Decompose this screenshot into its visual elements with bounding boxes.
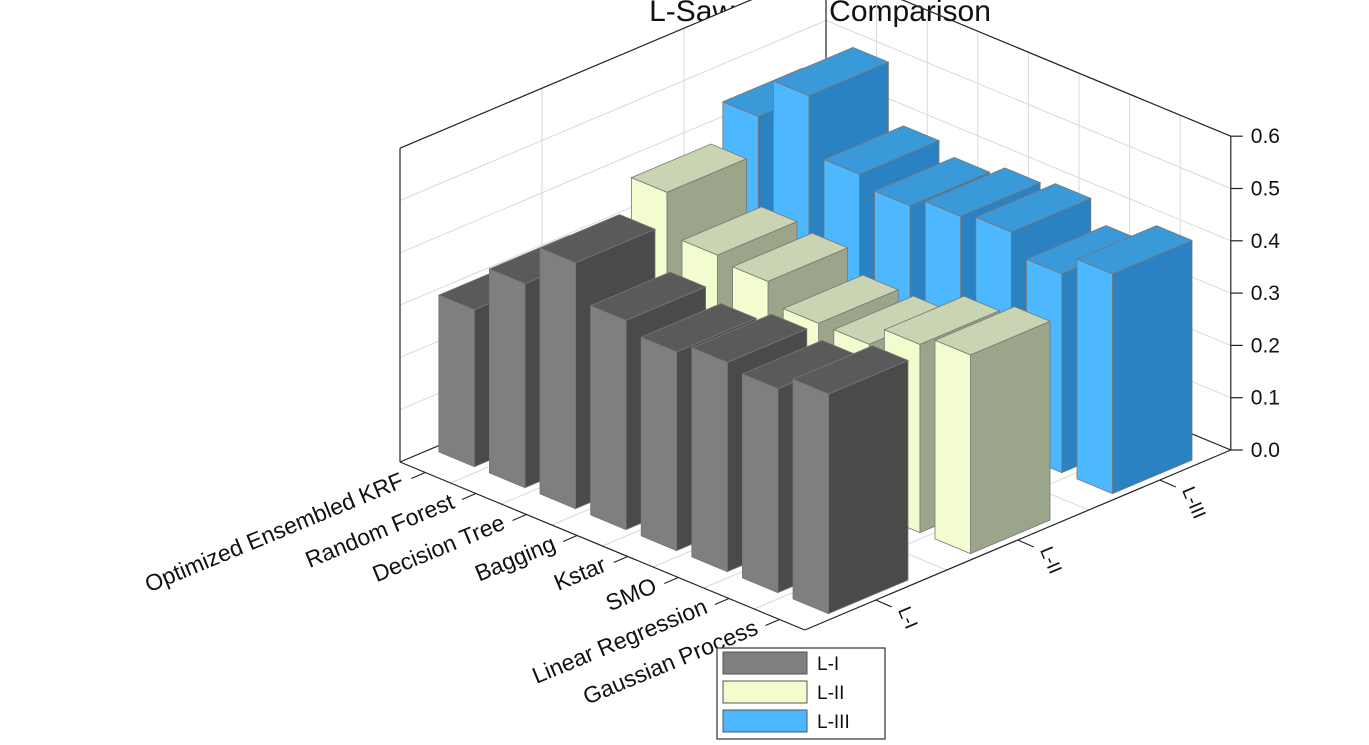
bar-top-face <box>974 183 1092 233</box>
category-label: Kstar <box>550 551 610 596</box>
bar-right-face <box>1112 239 1193 495</box>
grid-line <box>825 72 1231 242</box>
bar-right-face <box>970 320 1051 555</box>
bar-top-face <box>772 46 890 97</box>
series-tick <box>1017 539 1035 548</box>
category-label: SMO <box>602 572 660 616</box>
series-axis-label: L-III <box>1177 484 1209 522</box>
legend-label: L-III <box>817 712 850 733</box>
axis-edge <box>901 0 1232 137</box>
bar-front-face <box>934 339 971 555</box>
z-tick-label: 0.5 <box>1251 178 1280 201</box>
category-tick <box>664 576 679 585</box>
bar-top-face <box>589 271 707 321</box>
bar-top-face <box>731 232 849 282</box>
z-tick-label: 0.4 <box>1251 230 1281 253</box>
category-tick <box>613 555 628 564</box>
series-tick <box>875 599 893 608</box>
chart-bars <box>437 46 1194 615</box>
legend-swatch <box>722 651 808 675</box>
bar-L-II-7 <box>933 306 1052 555</box>
z-tick-label: 0.1 <box>1251 387 1280 410</box>
bar-front-face <box>792 378 829 615</box>
grid-line <box>825 20 1231 189</box>
z-tick-label: 0.0 <box>1251 439 1280 462</box>
z-tick-label: 0.2 <box>1251 334 1280 357</box>
category-tick <box>512 513 527 522</box>
bar-right-face <box>828 359 909 615</box>
series-axis-label: L-I <box>893 604 921 633</box>
bar-top-face <box>640 303 758 353</box>
bar-top-face <box>883 295 1001 345</box>
category-tick <box>411 471 426 480</box>
category-tick <box>562 534 578 543</box>
grid-line <box>399 20 827 201</box>
z-tick-label: 0.6 <box>1251 125 1280 148</box>
bar-top-face <box>924 167 1042 217</box>
bar-front-face <box>1076 258 1113 495</box>
chart-legend: L-I L-II L-III <box>716 647 886 740</box>
bar-L-III-7 <box>1075 225 1194 495</box>
category-tick <box>714 597 730 606</box>
bar-front-face <box>488 268 526 489</box>
axis-edge <box>399 0 753 149</box>
bar-top-face <box>933 306 1052 356</box>
category-tick <box>461 492 477 501</box>
legend-label: L-I <box>817 654 839 675</box>
bar-top-face <box>680 206 799 256</box>
bar-top-face <box>690 313 808 363</box>
bar-top-face <box>1075 225 1194 275</box>
series-tick <box>1159 479 1177 488</box>
bar-top-face <box>538 214 657 264</box>
bar-front-face <box>438 294 475 468</box>
bar-front-face <box>590 305 627 531</box>
category-tick <box>765 618 780 627</box>
bar-front-face <box>640 336 677 552</box>
bar-top-face <box>822 125 941 175</box>
bar-front-face <box>539 247 576 510</box>
legend-swatch <box>722 680 808 704</box>
z-tick-label: 0.3 <box>1251 282 1280 305</box>
bar-top-face <box>791 345 910 395</box>
axis-edge <box>399 461 806 631</box>
legend-swatch <box>722 709 808 733</box>
bar-top-face <box>630 143 748 193</box>
bar-front-face <box>742 373 779 594</box>
bar-front-face <box>691 347 728 573</box>
bar-L-I-7 <box>791 345 910 615</box>
bar-top-face <box>873 156 991 207</box>
legend-label: L-II <box>817 683 844 704</box>
series-axis-label: L-II <box>1035 544 1065 577</box>
bar-top-face <box>782 274 900 324</box>
